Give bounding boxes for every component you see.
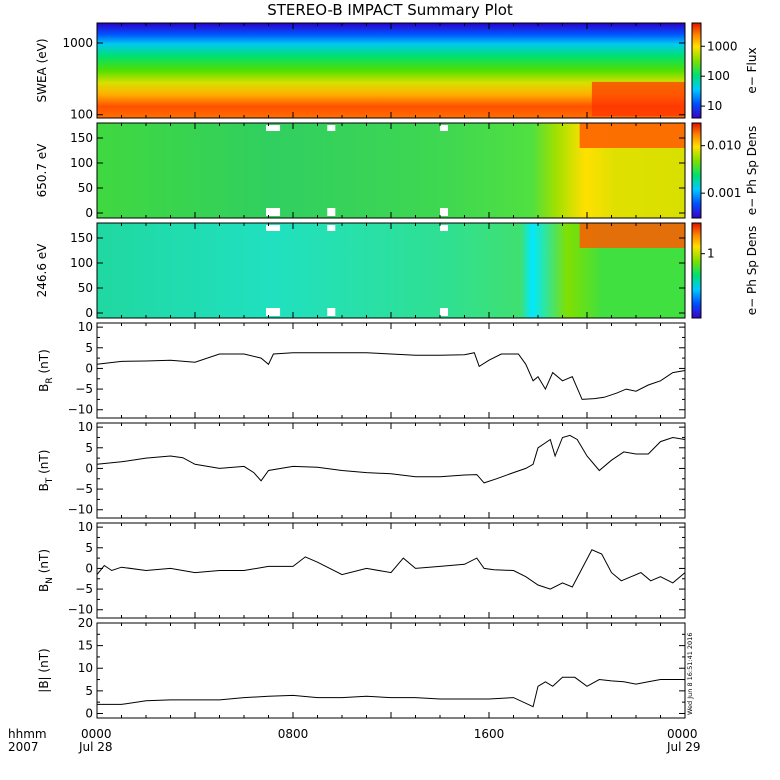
bn-ytick-label: 5 — [85, 541, 93, 555]
bn-ylabel-sub: N — [45, 577, 55, 584]
x-tick-label: 1600 — [474, 727, 505, 741]
pad650-gap-bottom — [440, 208, 448, 216]
bt-ytick-label: 0 — [85, 461, 93, 475]
pad246-ytick-label: 100 — [70, 256, 93, 270]
btot-ylabel: |B| (nT) — [37, 648, 51, 692]
bn-ytick-label: −5 — [75, 582, 93, 596]
pad650-ytick-label: 150 — [70, 131, 93, 145]
btot-ytick-label: 0 — [85, 706, 93, 720]
swea-colorbar — [691, 22, 702, 119]
timestamp-stamp: Wed Jun 8 16:51:41 2016 — [686, 633, 694, 715]
pad650-gap-top — [327, 125, 336, 131]
btot-ytick-label: 15 — [78, 639, 93, 653]
bn-ylabel: BN (nT) — [37, 549, 55, 592]
bt-series-line — [96, 434, 686, 484]
pad246-gap-top — [327, 225, 336, 231]
br-ylabel: BR (nT) — [37, 349, 55, 392]
pad246-ytick-label: 0 — [85, 306, 93, 320]
pad246-colorbar — [691, 222, 702, 319]
br-ytick-label: −5 — [75, 382, 93, 396]
swea-enhancement-region — [591, 81, 685, 117]
br-ylabel-unit: (nT) — [37, 349, 51, 377]
plot-title: STEREO-B IMPACT Summary Plot — [267, 1, 513, 19]
pad246-strahl-region — [579, 223, 685, 248]
bn-ylabel-unit: (nT) — [37, 549, 51, 577]
bt-ytick-label: 5 — [85, 441, 93, 455]
bt-frame — [96, 422, 686, 519]
pad650-ytick-label: 50 — [78, 181, 93, 195]
btot-ylabel-main: |B| — [37, 676, 51, 692]
bt-ytick-label: −5 — [75, 482, 93, 496]
x-date-label-start: Jul 28 — [78, 740, 113, 754]
footer-year: 2007 — [8, 740, 39, 754]
swea-colorbar-label: e− Flux — [745, 47, 759, 93]
pad650-colorbar — [691, 122, 702, 219]
pad650-ytick-label: 100 — [70, 156, 93, 170]
bt-ytick-label: −10 — [68, 503, 93, 517]
bn-ytick-label: 0 — [85, 561, 93, 575]
swea-colorbar-tick-label: 100 — [707, 69, 730, 83]
pad650-gap-bottom — [327, 208, 336, 216]
pad650-colorbar-label: e− Ph Sp Dens — [745, 126, 759, 215]
br-ytick-label: 10 — [78, 320, 93, 334]
pad246-ylabel: 246.6 eV — [35, 243, 49, 298]
br-ylabel-main: B — [37, 384, 51, 392]
pad246-gap-top — [266, 225, 281, 231]
x-tick-label: 0800 — [278, 727, 309, 741]
bn-ytick-label: −10 — [68, 603, 93, 617]
pad246-ytick-label: 50 — [78, 281, 93, 295]
footer-hhmm: hhmm — [8, 727, 47, 741]
br-ytick-label: −10 — [68, 403, 93, 417]
bn-ytick-label: 10 — [78, 520, 93, 534]
x-tick-label: 0000 — [81, 727, 112, 741]
x-tick-label: 0000 — [667, 727, 698, 741]
pad246-colorbar-tick-label: 1 — [707, 247, 715, 261]
btot-ylabel-unit: (nT) — [37, 648, 51, 676]
pad246-gap-bottom — [440, 308, 448, 316]
pad246-gap-bottom — [266, 308, 281, 316]
x-date-label-end: Jul 29 — [666, 740, 701, 754]
pad246-colorbar-label: e− Ph Sp Dens — [745, 226, 759, 315]
btot-ytick-label: 20 — [78, 616, 93, 630]
bn-series-line — [96, 549, 686, 590]
swea-heatmap-fill — [97, 23, 685, 118]
pad650-gap-top — [440, 125, 448, 131]
bt-ylabel-unit: (nT) — [37, 450, 51, 478]
btot-ytick-label: 10 — [78, 661, 93, 675]
br-frame — [96, 322, 686, 419]
swea-colorbar-tick-label: 10 — [707, 99, 722, 113]
bt-ylabel: BT (nT) — [37, 450, 55, 492]
pad650-strahl-region — [579, 123, 685, 148]
pad650-colorbar-tick-label: 0.001 — [707, 186, 741, 200]
swea-ylabel: SWEA (eV) — [35, 38, 49, 102]
pad650-ylabel: 650.7 eV — [35, 143, 49, 198]
btot-frame — [96, 622, 686, 719]
pad246-ytick-label: 150 — [70, 231, 93, 245]
pad650-ytick-label: 0 — [85, 206, 93, 220]
swea-colorbar-tick-label: 1000 — [707, 39, 738, 53]
bn-ylabel-main: B — [37, 584, 51, 592]
br-ytick-label: 0 — [85, 361, 93, 375]
pad650-gap-top — [266, 125, 281, 131]
swea-ytick-label: 100 — [70, 108, 93, 122]
br-ytick-label: 5 — [85, 341, 93, 355]
pad650-colorbar-tick-label: 0.010 — [707, 139, 741, 153]
pad246-gap-bottom — [327, 308, 336, 316]
pad246-gap-top — [440, 225, 448, 231]
br-ylabel-sub: R — [45, 377, 55, 383]
bt-ylabel-sub: T — [45, 477, 55, 484]
swea-ytick-label: 1000 — [62, 36, 93, 50]
bt-ylabel-main: B — [37, 483, 51, 491]
btot-series-line — [97, 676, 685, 708]
br-series-line — [96, 352, 686, 400]
pad650-gap-bottom — [266, 208, 281, 216]
bt-ytick-label: 10 — [78, 420, 93, 434]
btot-ytick-label: 5 — [85, 684, 93, 698]
